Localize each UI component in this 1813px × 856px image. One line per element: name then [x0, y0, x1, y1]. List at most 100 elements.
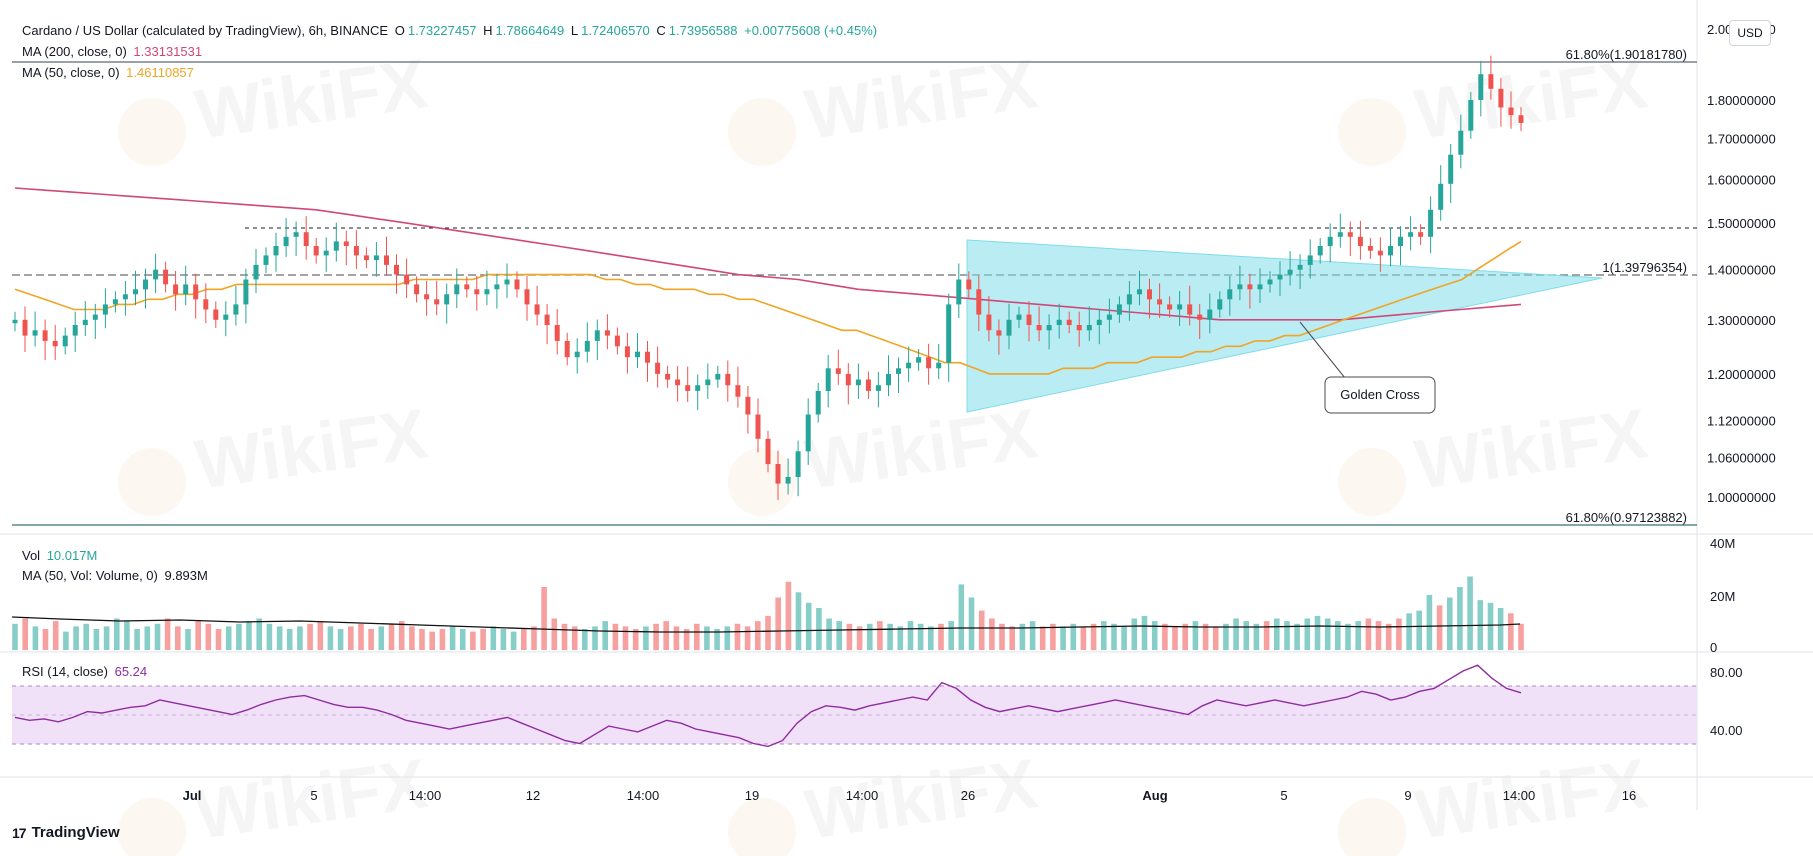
symbol-legend[interactable]: Cardano / US Dollar (calculated by Tradi… — [22, 23, 880, 38]
time-axis[interactable]: Jul 5 14:00 12 14:00 19 14:00 26 Aug 5 9 14:00 16 — [183, 788, 1637, 803]
candle-body — [1177, 304, 1183, 310]
golden-cross-pointer — [1299, 321, 1346, 379]
candle-body — [373, 255, 379, 261]
volume-bar — [1212, 626, 1219, 650]
volume-bar — [266, 623, 273, 651]
candle-body — [1197, 314, 1203, 320]
candle-body — [1307, 255, 1313, 265]
volume-bar — [1284, 621, 1290, 650]
watermark-text: WikiFX — [800, 394, 1042, 504]
volume-bar — [1009, 626, 1015, 650]
price-axis[interactable]: 2.000000001.800000001.700000001.60000000… — [1707, 22, 1776, 505]
ma200-line — [14, 187, 1522, 321]
candle-body — [1327, 236, 1333, 247]
volume-bar — [734, 623, 741, 651]
candle-body — [1056, 319, 1062, 325]
symbol-title: Cardano / US Dollar (calculated by Tradi… — [22, 23, 389, 38]
candle-body — [785, 477, 791, 484]
volume-bar — [602, 621, 608, 650]
candle-body — [293, 232, 299, 237]
price-tick-2: 1.70000000 — [1707, 132, 1776, 147]
candle-body — [675, 379, 681, 386]
candle-body — [936, 362, 942, 369]
candle-body — [825, 368, 831, 391]
ma200-legend[interactable]: MA (200, close, 0) 1.33131531 — [22, 44, 205, 59]
candle-body — [514, 279, 520, 290]
high-value: 1.78664649 — [495, 23, 565, 38]
low-label: L — [570, 23, 579, 38]
volume-bar — [836, 621, 842, 650]
candle-body — [805, 414, 811, 452]
volume-bar — [1467, 576, 1473, 650]
candle-body — [504, 279, 510, 285]
volume-bar — [297, 626, 303, 650]
volume-bar — [632, 629, 639, 650]
time-tick-5: 19 — [745, 788, 759, 803]
candle-body — [22, 319, 28, 336]
candle-body — [534, 304, 540, 315]
currency-button[interactable]: USD — [1729, 20, 1771, 46]
volume-bar — [490, 626, 497, 650]
volume-bar — [22, 618, 28, 650]
ma50-legend[interactable]: MA (50, close, 0) 1.46110857 — [22, 65, 197, 80]
ma200-label: MA (200, close, 0) — [22, 44, 127, 59]
volume-bar — [134, 629, 140, 650]
volume-bar — [1019, 623, 1026, 651]
volume-bar — [704, 626, 710, 650]
candle-body — [363, 255, 369, 261]
candle-body — [875, 385, 881, 391]
volume-bar — [348, 626, 354, 650]
rsi-tick-80: 80.00 — [1710, 665, 1743, 680]
volume-bar — [867, 623, 873, 651]
candle-body — [906, 362, 912, 369]
candle-body — [1287, 269, 1293, 275]
rsi-legend[interactable]: RSI (14, close) 65.24 — [22, 664, 150, 679]
price-tick-9: 1.06000000 — [1707, 451, 1776, 466]
volume-legend[interactable]: Vol 10.017M — [22, 548, 100, 563]
candle-body — [1428, 209, 1434, 237]
volume-label: Vol — [22, 548, 41, 563]
volume-bar — [571, 626, 578, 650]
candle-body — [1026, 314, 1032, 325]
time-tick-2: 14:00 — [409, 788, 442, 803]
candle-body — [1126, 294, 1132, 305]
candle-body — [1237, 284, 1243, 290]
volume-bar — [1497, 608, 1504, 650]
candle-body — [1518, 115, 1524, 123]
watermark-emblem — [728, 98, 796, 166]
candle-body — [1036, 325, 1042, 331]
price-tick-4: 1.50000000 — [1707, 216, 1776, 231]
candle-body — [564, 340, 570, 358]
golden-cross-label: Golden Cross — [1340, 387, 1420, 402]
candle-body — [1046, 325, 1052, 331]
volume-bar — [1060, 626, 1066, 650]
candle-body — [283, 236, 289, 247]
watermark-text: WikiFX — [800, 44, 1042, 154]
candle-body — [1076, 325, 1082, 331]
volume-bar — [1202, 623, 1209, 651]
candle-body — [1157, 299, 1163, 305]
low-value: 1.72406570 — [581, 23, 650, 38]
candle-body — [203, 299, 209, 310]
ma50-line — [14, 240, 1522, 375]
candle-body — [1508, 107, 1514, 116]
candle-body — [343, 241, 349, 246]
candle-body — [52, 340, 58, 347]
tradingview-logo-icon: 17 — [12, 824, 27, 841]
volume-bar — [785, 581, 792, 651]
volume-bar — [93, 629, 100, 650]
volume-bar — [1396, 618, 1402, 650]
tradingview-logo[interactable]: 17 TradingView — [12, 824, 120, 841]
volume-bar — [144, 626, 151, 650]
time-tick-6: 14:00 — [846, 788, 879, 803]
watermark-emblem — [1338, 448, 1406, 516]
candle-body — [1458, 130, 1464, 155]
volume-ma-legend[interactable]: MA (50, Vol: Volume, 0) 9.893M — [22, 568, 211, 583]
volume-bar — [398, 621, 405, 650]
volume-bar — [419, 629, 425, 650]
volume-bar — [175, 626, 181, 650]
candle-body — [886, 373, 891, 386]
volume-bar — [1080, 626, 1087, 650]
volume-bar — [897, 626, 904, 650]
